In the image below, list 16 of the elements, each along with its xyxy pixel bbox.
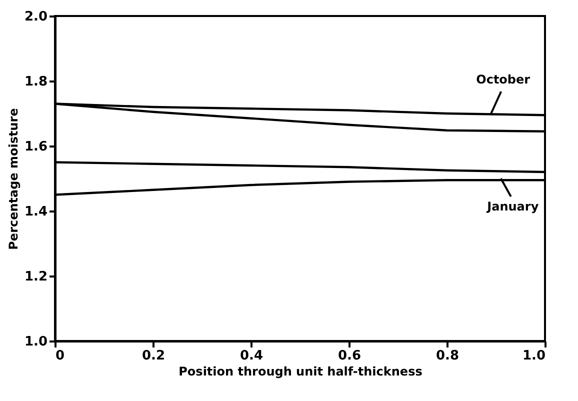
y-tick-label: 2.0 xyxy=(24,10,48,24)
annotation: January xyxy=(486,200,539,214)
x-tick-label: 1.0 xyxy=(522,348,546,364)
y-tick-label: 1.2 xyxy=(24,270,48,284)
x-tick-label: 0 xyxy=(56,348,65,364)
x-axis-title: Position through unit half-thickness xyxy=(178,364,422,378)
annotation: October xyxy=(476,72,530,86)
y-tick-label: 1.6 xyxy=(24,140,48,154)
y-axis-title: Percentage moisture xyxy=(6,108,20,250)
y-tick-label: 1.4 xyxy=(24,204,48,220)
x-tick-label: 0.2 xyxy=(142,348,166,364)
y-tick-label: 1.0 xyxy=(24,334,48,350)
y-tick-label: 1.8 xyxy=(24,74,48,90)
x-tick-label: 0.6 xyxy=(338,348,362,364)
x-tick-label: 0.8 xyxy=(436,348,460,364)
x-tick-label: 0.4 xyxy=(240,348,264,364)
